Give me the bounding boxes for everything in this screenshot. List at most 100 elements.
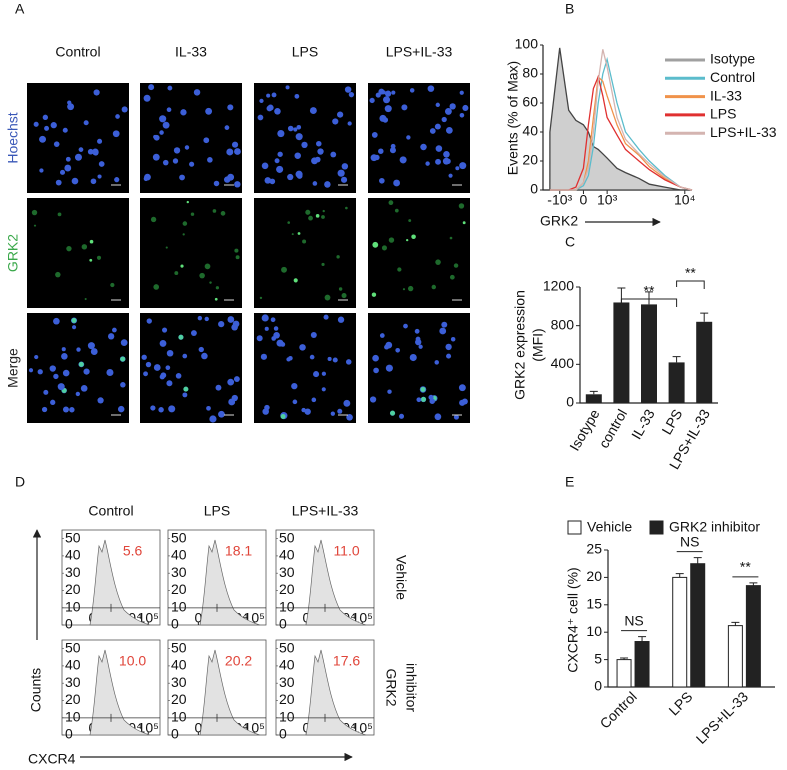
nucleus <box>311 397 317 403</box>
column-label: LPS+IL-33 <box>292 503 359 519</box>
nucleus <box>321 371 327 376</box>
x-axis-label: CXCR4 <box>28 751 76 767</box>
nucleus <box>317 148 324 155</box>
y-tick-label: 0 <box>171 616 179 632</box>
nucleus <box>409 88 415 93</box>
y-tick-label: 800 <box>551 316 575 332</box>
nucleus <box>201 352 208 360</box>
y-tick-label: 30 <box>65 674 81 690</box>
cell-signal <box>234 248 239 253</box>
row-label: Merge <box>5 348 21 388</box>
nucleus <box>280 342 286 347</box>
cell-signal <box>182 221 188 226</box>
x-tick-label: Isotype <box>566 406 603 453</box>
nucleus <box>33 121 39 127</box>
nucleus <box>172 158 179 164</box>
bar <box>696 321 713 403</box>
nucleus <box>274 108 281 115</box>
nucleus <box>160 372 167 379</box>
row-label: GRK2 <box>5 234 21 272</box>
cell-signal <box>338 287 343 291</box>
y-tick-label: 30 <box>65 564 81 580</box>
nucleus <box>458 384 466 392</box>
error-bar <box>749 582 758 586</box>
nucleus <box>276 165 284 173</box>
nucleus <box>166 349 174 357</box>
y-tick-label: 10 <box>279 598 295 614</box>
nucleus <box>83 368 90 375</box>
x-axis-label: GRK2 <box>540 213 578 229</box>
nucleus <box>53 141 60 147</box>
nucleus <box>256 335 263 342</box>
nucleus <box>159 115 167 123</box>
cell-signal <box>66 245 72 252</box>
nucleus <box>287 125 294 132</box>
nucleus <box>393 179 401 187</box>
legend-label: GRK2 inhibitor <box>669 519 760 535</box>
nucleus <box>167 85 173 91</box>
nucleus <box>382 117 389 123</box>
nucleus <box>286 357 291 362</box>
cell-signal <box>174 271 179 276</box>
histogram <box>199 539 261 626</box>
nucleus <box>271 92 277 98</box>
nucleus <box>439 327 447 335</box>
cell-signal <box>204 263 211 270</box>
nucleus <box>97 138 103 144</box>
column-label: LPS <box>292 44 318 60</box>
panel-label: E <box>565 474 574 490</box>
nucleus <box>162 159 169 166</box>
cell-signal <box>322 209 325 213</box>
error-bar <box>589 390 598 395</box>
nucleus <box>337 169 345 177</box>
cell-signal <box>281 266 287 273</box>
legend-label: IL-33 <box>710 87 742 103</box>
legend-label: Control <box>710 69 755 85</box>
column-label: LPS <box>204 503 230 519</box>
nucleus <box>324 181 331 188</box>
x-tick-label: IL-33 <box>628 406 658 442</box>
cell-signal <box>190 212 195 216</box>
y-tick-label: 20 <box>522 152 538 168</box>
cell-signal <box>324 294 331 301</box>
nucleus <box>435 102 440 108</box>
y-axis-label: (MFI) <box>530 328 546 361</box>
cell-signal <box>408 219 412 222</box>
y-tick-label: 50 <box>65 529 81 545</box>
nucleus <box>420 143 427 151</box>
y-tick-label: 0 <box>566 394 574 410</box>
gate-percent: 5.6 <box>123 543 143 559</box>
x-tick-label: 10⁴ <box>674 192 696 208</box>
y-tick-label: 20 <box>171 691 187 707</box>
micrograph <box>254 198 356 308</box>
nucleus <box>381 90 386 95</box>
nucleus <box>261 162 269 170</box>
nucleus <box>406 135 411 140</box>
nucleus <box>264 177 272 184</box>
nucleus <box>344 86 352 93</box>
nucleus <box>337 408 343 414</box>
cell-signal <box>214 297 218 301</box>
cell-signal <box>305 209 311 215</box>
cell-signal <box>406 238 409 242</box>
bar <box>668 362 685 403</box>
y-tick-label: 20 <box>279 691 295 707</box>
panel-label: D <box>15 474 25 490</box>
cell-signal <box>341 293 347 299</box>
error-bar <box>700 312 709 322</box>
nucleus <box>389 147 396 154</box>
nucleus <box>59 169 66 175</box>
nucleus <box>74 153 82 161</box>
nucleus <box>28 368 34 373</box>
nucleus <box>409 354 417 362</box>
histogram-line <box>549 49 693 191</box>
nucleus <box>391 90 396 95</box>
cell-signal <box>180 264 184 268</box>
nucleus <box>234 148 241 155</box>
micrograph <box>140 198 242 308</box>
y-tick-label: 15 <box>586 596 602 612</box>
panel-label: A <box>15 1 25 17</box>
nucleus <box>462 104 469 111</box>
gate <box>276 603 374 612</box>
nucleus <box>445 343 452 351</box>
